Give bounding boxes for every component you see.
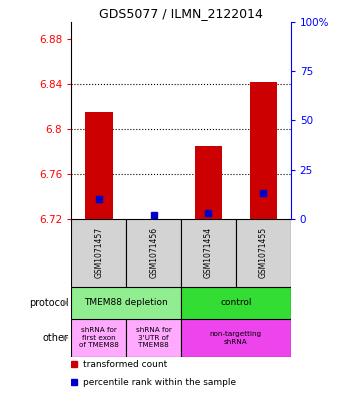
Bar [250, 83, 277, 219]
Bar [181, 287, 291, 319]
Bar [71, 319, 126, 357]
Title: GDS5077 / ILMN_2122014: GDS5077 / ILMN_2122014 [99, 7, 263, 20]
Text: GSM1071456: GSM1071456 [149, 227, 158, 278]
Bar [71, 287, 181, 319]
Bar [71, 219, 126, 287]
Text: GSM1071454: GSM1071454 [204, 227, 213, 278]
Text: TMEM88 depletion: TMEM88 depletion [84, 298, 168, 307]
Bar [181, 219, 236, 287]
Text: shRNA for
3'UTR of
TMEM88: shRNA for 3'UTR of TMEM88 [136, 327, 172, 349]
Bar [236, 219, 291, 287]
Text: percentile rank within the sample: percentile rank within the sample [83, 378, 237, 387]
Bar [85, 112, 113, 219]
Text: protocol: protocol [29, 298, 69, 308]
Bar [126, 219, 181, 287]
Text: shRNA for
first exon
of TMEM88: shRNA for first exon of TMEM88 [79, 327, 119, 349]
Text: GSM1071457: GSM1071457 [94, 227, 103, 278]
Bar [195, 146, 222, 219]
Text: transformed count: transformed count [83, 360, 168, 369]
Bar [126, 319, 181, 357]
Bar [181, 319, 291, 357]
Text: control: control [220, 298, 252, 307]
Text: GSM1071455: GSM1071455 [259, 227, 268, 278]
Text: non-targetting
shRNA: non-targetting shRNA [210, 331, 262, 345]
Text: other: other [42, 333, 69, 343]
